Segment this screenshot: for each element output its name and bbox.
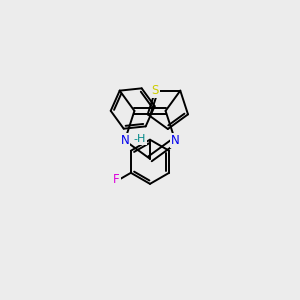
Text: -H: -H <box>134 134 146 144</box>
Text: F: F <box>113 173 120 186</box>
Text: S: S <box>152 84 159 97</box>
Text: N: N <box>120 134 129 147</box>
Text: N: N <box>171 134 180 147</box>
